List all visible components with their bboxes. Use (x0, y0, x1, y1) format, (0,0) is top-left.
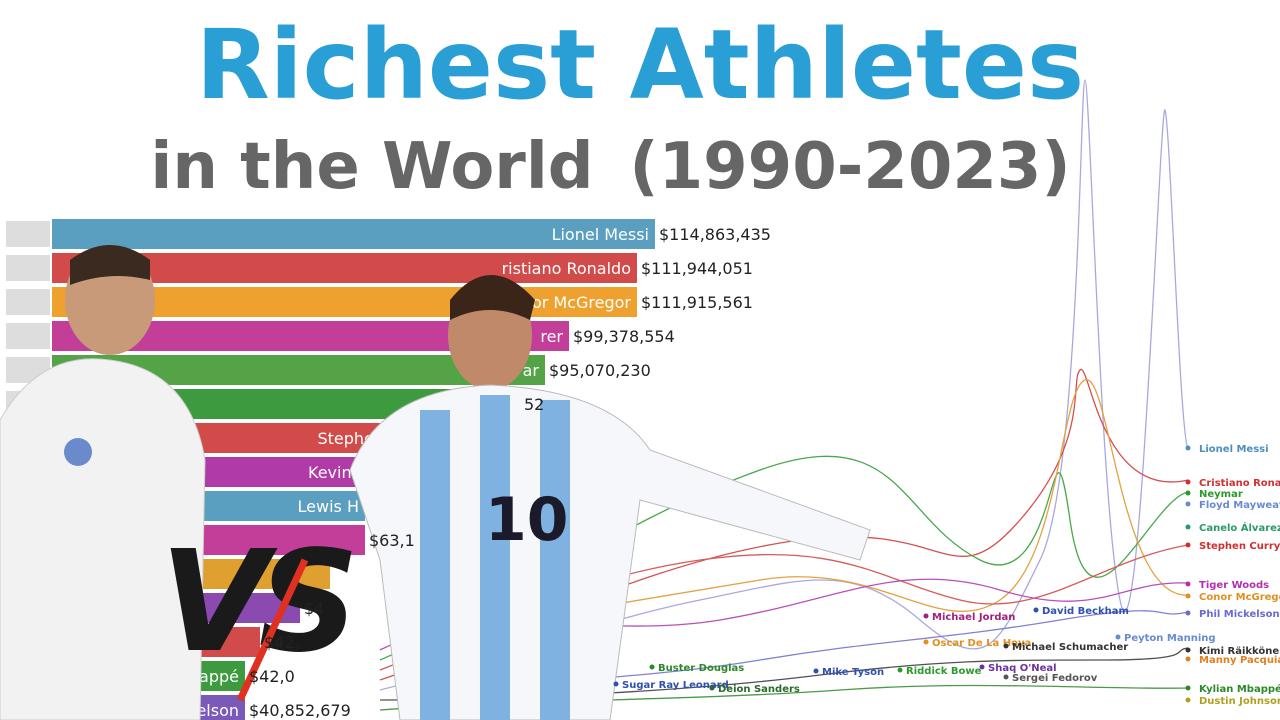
bar (52, 219, 655, 249)
line-label: Canelo Álvarez (1199, 521, 1280, 534)
flag (6, 255, 50, 281)
bar-value: $40,852,679 (249, 701, 351, 720)
line-end (1185, 593, 1191, 599)
line-label: Sergei Fedorov (1012, 673, 1098, 684)
line-label: Michael Jordan (932, 612, 1015, 623)
right-player: 10 (349, 275, 871, 720)
line-end (1185, 685, 1191, 691)
line-label: Stephen Curry (1199, 541, 1280, 552)
line-point (897, 667, 903, 673)
line-point (1003, 674, 1009, 680)
line-label: Riddick Bowe (906, 666, 982, 677)
line-end (1185, 479, 1191, 485)
line-end (1185, 542, 1191, 548)
bar-label: or McGregor (532, 293, 631, 312)
line-label: Kylian Mbappé (1199, 683, 1280, 695)
bar-label: Lewis H (298, 497, 359, 516)
bar-label: ristiano Ronaldo (502, 259, 631, 278)
line-label: Oscar De La Hoya (932, 638, 1031, 649)
bar-value: $111,944,051 (641, 259, 753, 278)
bar-value: $114,863,435 (659, 225, 771, 244)
title: Richest Athletes (196, 9, 1084, 121)
line-point (1003, 643, 1009, 649)
line-label: David Beckham (1042, 606, 1129, 617)
bar-label: ar (523, 361, 540, 380)
line-point (923, 613, 929, 619)
flag (6, 289, 50, 315)
line-point (1033, 607, 1039, 613)
flag (6, 221, 50, 247)
line-label: Floyd Mayweather (1199, 500, 1280, 511)
bar-value: $4 (304, 599, 324, 618)
line-label: Manny Pacquiao (1199, 655, 1280, 666)
line-label: Kimi Räikkönen (1199, 646, 1280, 657)
bar-value: $63,1 (369, 531, 415, 550)
vs-slash (236, 558, 309, 702)
bar-value: $99,378,554 (573, 327, 675, 346)
line-label: Neymar (1199, 489, 1243, 500)
line-label: Lionel Messi (1199, 444, 1269, 455)
line-end (1185, 501, 1191, 507)
line-point (709, 685, 715, 691)
line-point (923, 639, 929, 645)
line-label: Peyton Manning (1124, 633, 1216, 644)
line-label: Phil Mickelson (1199, 609, 1280, 620)
years: (1990-2023) (629, 130, 1070, 204)
line-point (1115, 634, 1121, 640)
line-label: Buster Douglas (658, 663, 744, 674)
bar-value: $42, (264, 633, 300, 652)
bar-value: $42,0 (249, 667, 295, 686)
line-label: Cristiano Ronaldo (1199, 478, 1280, 489)
line-label: Conor McGregor (1199, 592, 1280, 603)
line-point (613, 681, 619, 687)
bar-value: $95,070,230 (549, 361, 651, 380)
line-point (979, 664, 985, 670)
bar-label: rer (540, 327, 563, 346)
line-point (649, 664, 655, 670)
line-label: Mike Tyson (822, 667, 884, 678)
line-label: Shaq O'Neal (988, 663, 1057, 674)
line-end (1185, 656, 1191, 662)
line-label: Tiger Woods (1199, 580, 1269, 591)
flag (6, 323, 50, 349)
line-end (1185, 445, 1191, 451)
line-label: Dustin Johnson (1199, 696, 1280, 707)
line-end (1185, 581, 1191, 587)
bar-label: Lionel Messi (552, 225, 649, 244)
line-label: Sugar Ray Leonard (622, 680, 729, 691)
line-end (1185, 524, 1191, 530)
bar-value: $111,915,561 (641, 293, 753, 312)
line-end (1185, 647, 1191, 653)
subtitle: in the World (150, 130, 593, 204)
line-label: Michael Schumacher (1012, 642, 1128, 653)
line-point (813, 668, 819, 674)
left-player (0, 245, 206, 720)
line-end (1185, 490, 1191, 496)
line-label: Deion Sanders (718, 684, 800, 695)
line-end (1185, 610, 1191, 616)
line-end (1185, 697, 1191, 703)
bar-value: 52 (524, 395, 544, 414)
jersey-number: 10 (485, 485, 569, 555)
